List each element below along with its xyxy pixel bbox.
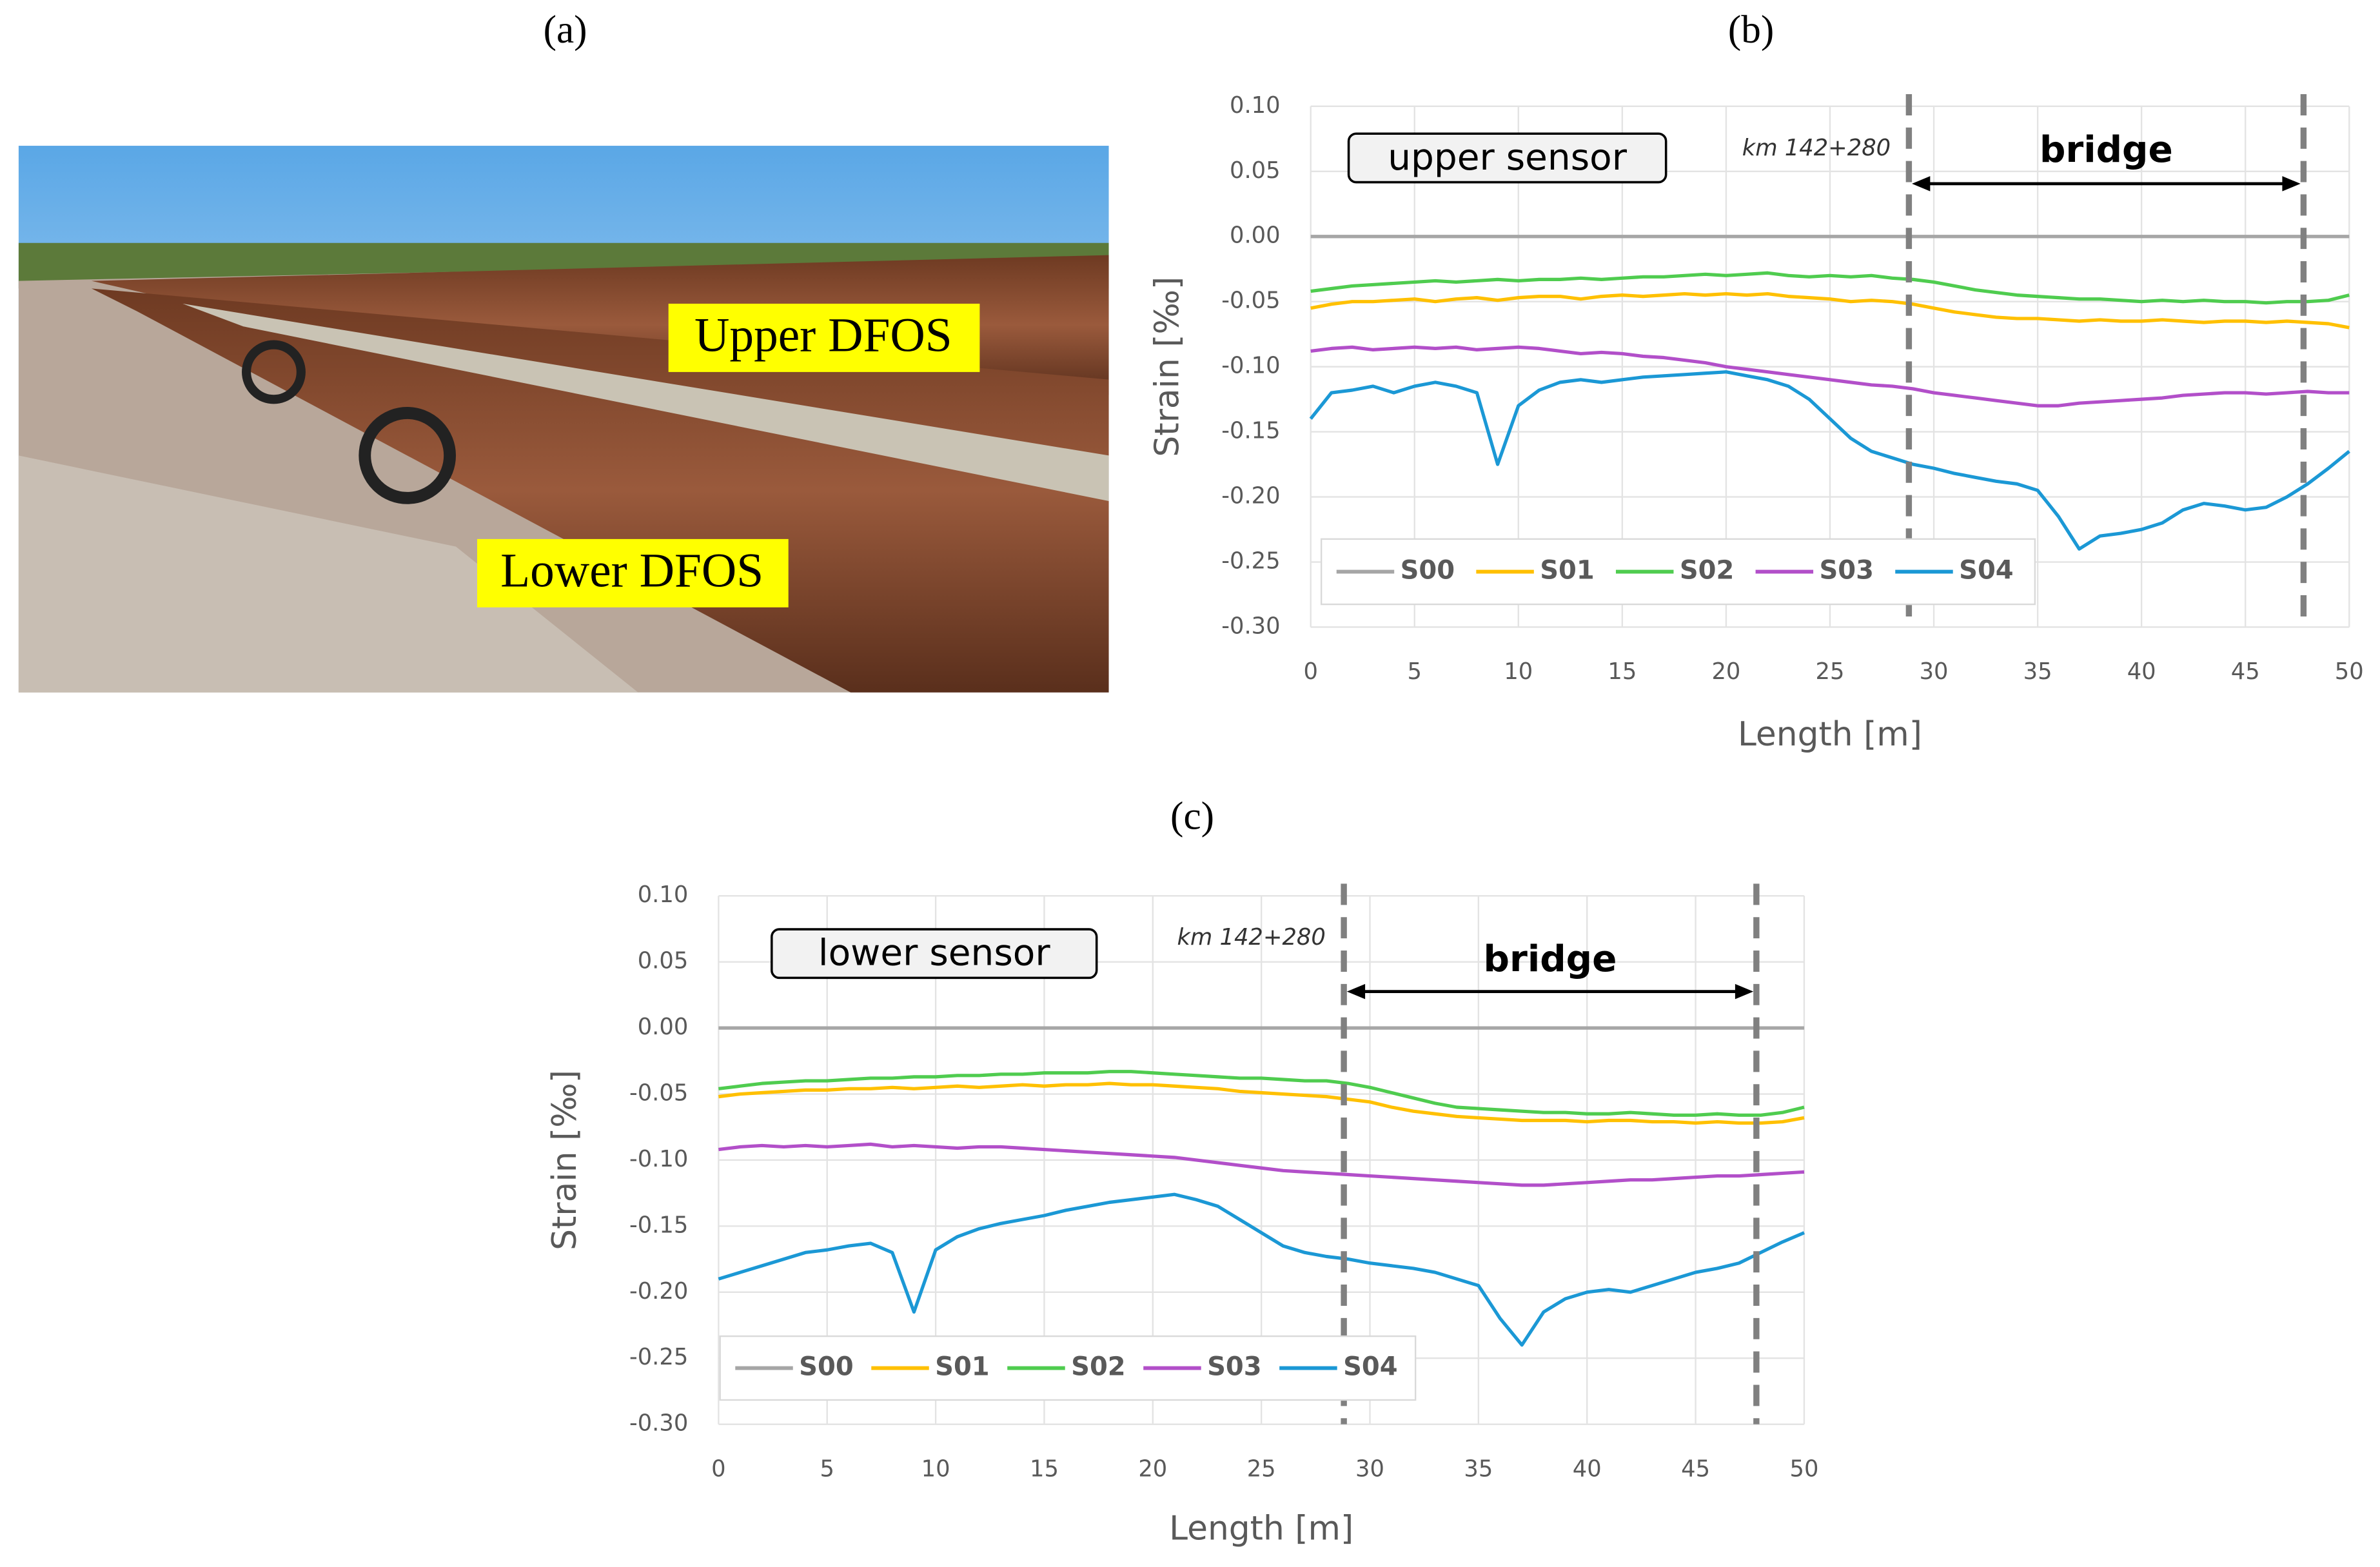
x-tick-label: 45: [1681, 1455, 1710, 1482]
arrow-head: [2282, 176, 2301, 192]
x-tick-label: 50: [2335, 658, 2364, 685]
series-line: [1310, 271, 2350, 305]
x-tick-label: 0: [1303, 658, 1317, 685]
annotation: km 142+280: [1742, 135, 1891, 161]
series-line: [718, 1192, 1805, 1347]
x-tick-label: 30: [1355, 1455, 1384, 1482]
y-tick-label: -0.10: [629, 1146, 688, 1172]
legend-label: S04: [1343, 1352, 1398, 1382]
legend-label: S00: [799, 1352, 854, 1382]
y-tick-label: -0.20: [1221, 483, 1280, 509]
y-axis-label: Strain [‰]: [546, 1070, 584, 1250]
y-tick-label: 0.00: [1230, 222, 1281, 249]
x-tick-label: 15: [1030, 1455, 1059, 1482]
legend-label: S03: [1820, 556, 1874, 586]
y-tick-label: -0.30: [1221, 613, 1280, 639]
sensor-box: [771, 928, 1098, 980]
legend-label: S02: [1680, 556, 1735, 586]
panel-label: (c): [1170, 794, 1214, 838]
sensor-label: upper sensor: [1388, 137, 1627, 179]
legend-label: S01: [1540, 556, 1595, 586]
series-line: [718, 1142, 1805, 1187]
y-tick-label: 0.05: [1230, 157, 1281, 184]
annotation: bridge: [1484, 938, 1617, 980]
x-tick-label: 10: [1504, 658, 1533, 685]
sensor-box: [1347, 132, 1667, 184]
series-line: [1310, 345, 2350, 408]
x-tick-label: 10: [921, 1455, 950, 1482]
photo-label: Upper DFOS: [694, 309, 952, 362]
y-tick-label: -0.30: [629, 1410, 688, 1437]
legend-label: S00: [1401, 556, 1455, 586]
legend-label: S02: [1071, 1352, 1126, 1382]
x-tick-label: 25: [1816, 658, 1845, 685]
chart: 0.10 0.05 0.00 -0.05 -0.10 -0.15 -0.20 -0.25 -0.…: [546, 882, 1819, 1548]
x-tick-label: 5: [1408, 658, 1422, 685]
arrow-head: [1735, 983, 1754, 1000]
x-tick-label: 50: [1789, 1455, 1818, 1482]
x-tick-label: 45: [2231, 658, 2260, 685]
y-tick-label: -0.05: [629, 1080, 688, 1107]
x-tick-label: 35: [1464, 1455, 1493, 1482]
chart: 0.10 0.05 0.00 -0.05 -0.10 -0.15 -0.20 -0.25 -0.…: [1148, 92, 2364, 754]
y-tick-label: -0.15: [629, 1212, 688, 1238]
y-tick-label: -0.25: [1221, 548, 1280, 575]
x-tick-label: 40: [1573, 1455, 1602, 1482]
arrow-head: [1912, 176, 1931, 192]
x-tick-label: 20: [1138, 1455, 1167, 1482]
y-axis-label: Strain [‰]: [1148, 277, 1187, 457]
legend-label: S04: [1959, 556, 2014, 586]
x-tick-label: 0: [711, 1455, 725, 1482]
series-line: [718, 1081, 1805, 1125]
y-tick-label: 0.00: [638, 1014, 689, 1040]
y-tick-label: 0.10: [638, 882, 689, 908]
y-tick-label: 0.05: [638, 948, 689, 974]
y-tick-label: -0.10: [1221, 353, 1280, 379]
x-tick-label: 35: [2023, 658, 2052, 685]
y-tick-label: -0.15: [1221, 418, 1280, 444]
x-tick-label: 5: [820, 1455, 834, 1482]
arrow-head: [1346, 983, 1366, 1000]
x-axis-label: Length [m]: [1738, 715, 1922, 754]
legend-label: S01: [935, 1352, 990, 1382]
x-tick-label: 40: [2127, 658, 2156, 685]
annotation: km 142+280: [1177, 924, 1325, 951]
series-line: [1309, 370, 2350, 551]
x-tick-label: 15: [1608, 658, 1637, 685]
x-tick-label: 20: [1711, 658, 1740, 685]
x-axis-label: Length [m]: [1169, 1509, 1353, 1548]
panel-label: (b): [1728, 8, 1774, 52]
panel-label: (a): [544, 8, 587, 52]
legend-label: S03: [1207, 1352, 1262, 1382]
series-line: [1310, 291, 2350, 330]
x-tick-label: 30: [1920, 658, 1949, 685]
annotation: bridge: [2040, 129, 2173, 171]
y-tick-label: -0.25: [629, 1344, 688, 1370]
photo: Upper DFOS Lower DFOS: [18, 146, 1109, 693]
x-tick-label: 25: [1247, 1455, 1276, 1482]
y-tick-label: 0.10: [1230, 92, 1281, 119]
sensor-label: lower sensor: [818, 932, 1050, 974]
y-tick-label: -0.20: [629, 1278, 688, 1305]
series-line: [718, 1070, 1805, 1117]
photo-label: Lower DFOS: [500, 544, 763, 598]
y-tick-label: -0.05: [1221, 288, 1280, 314]
